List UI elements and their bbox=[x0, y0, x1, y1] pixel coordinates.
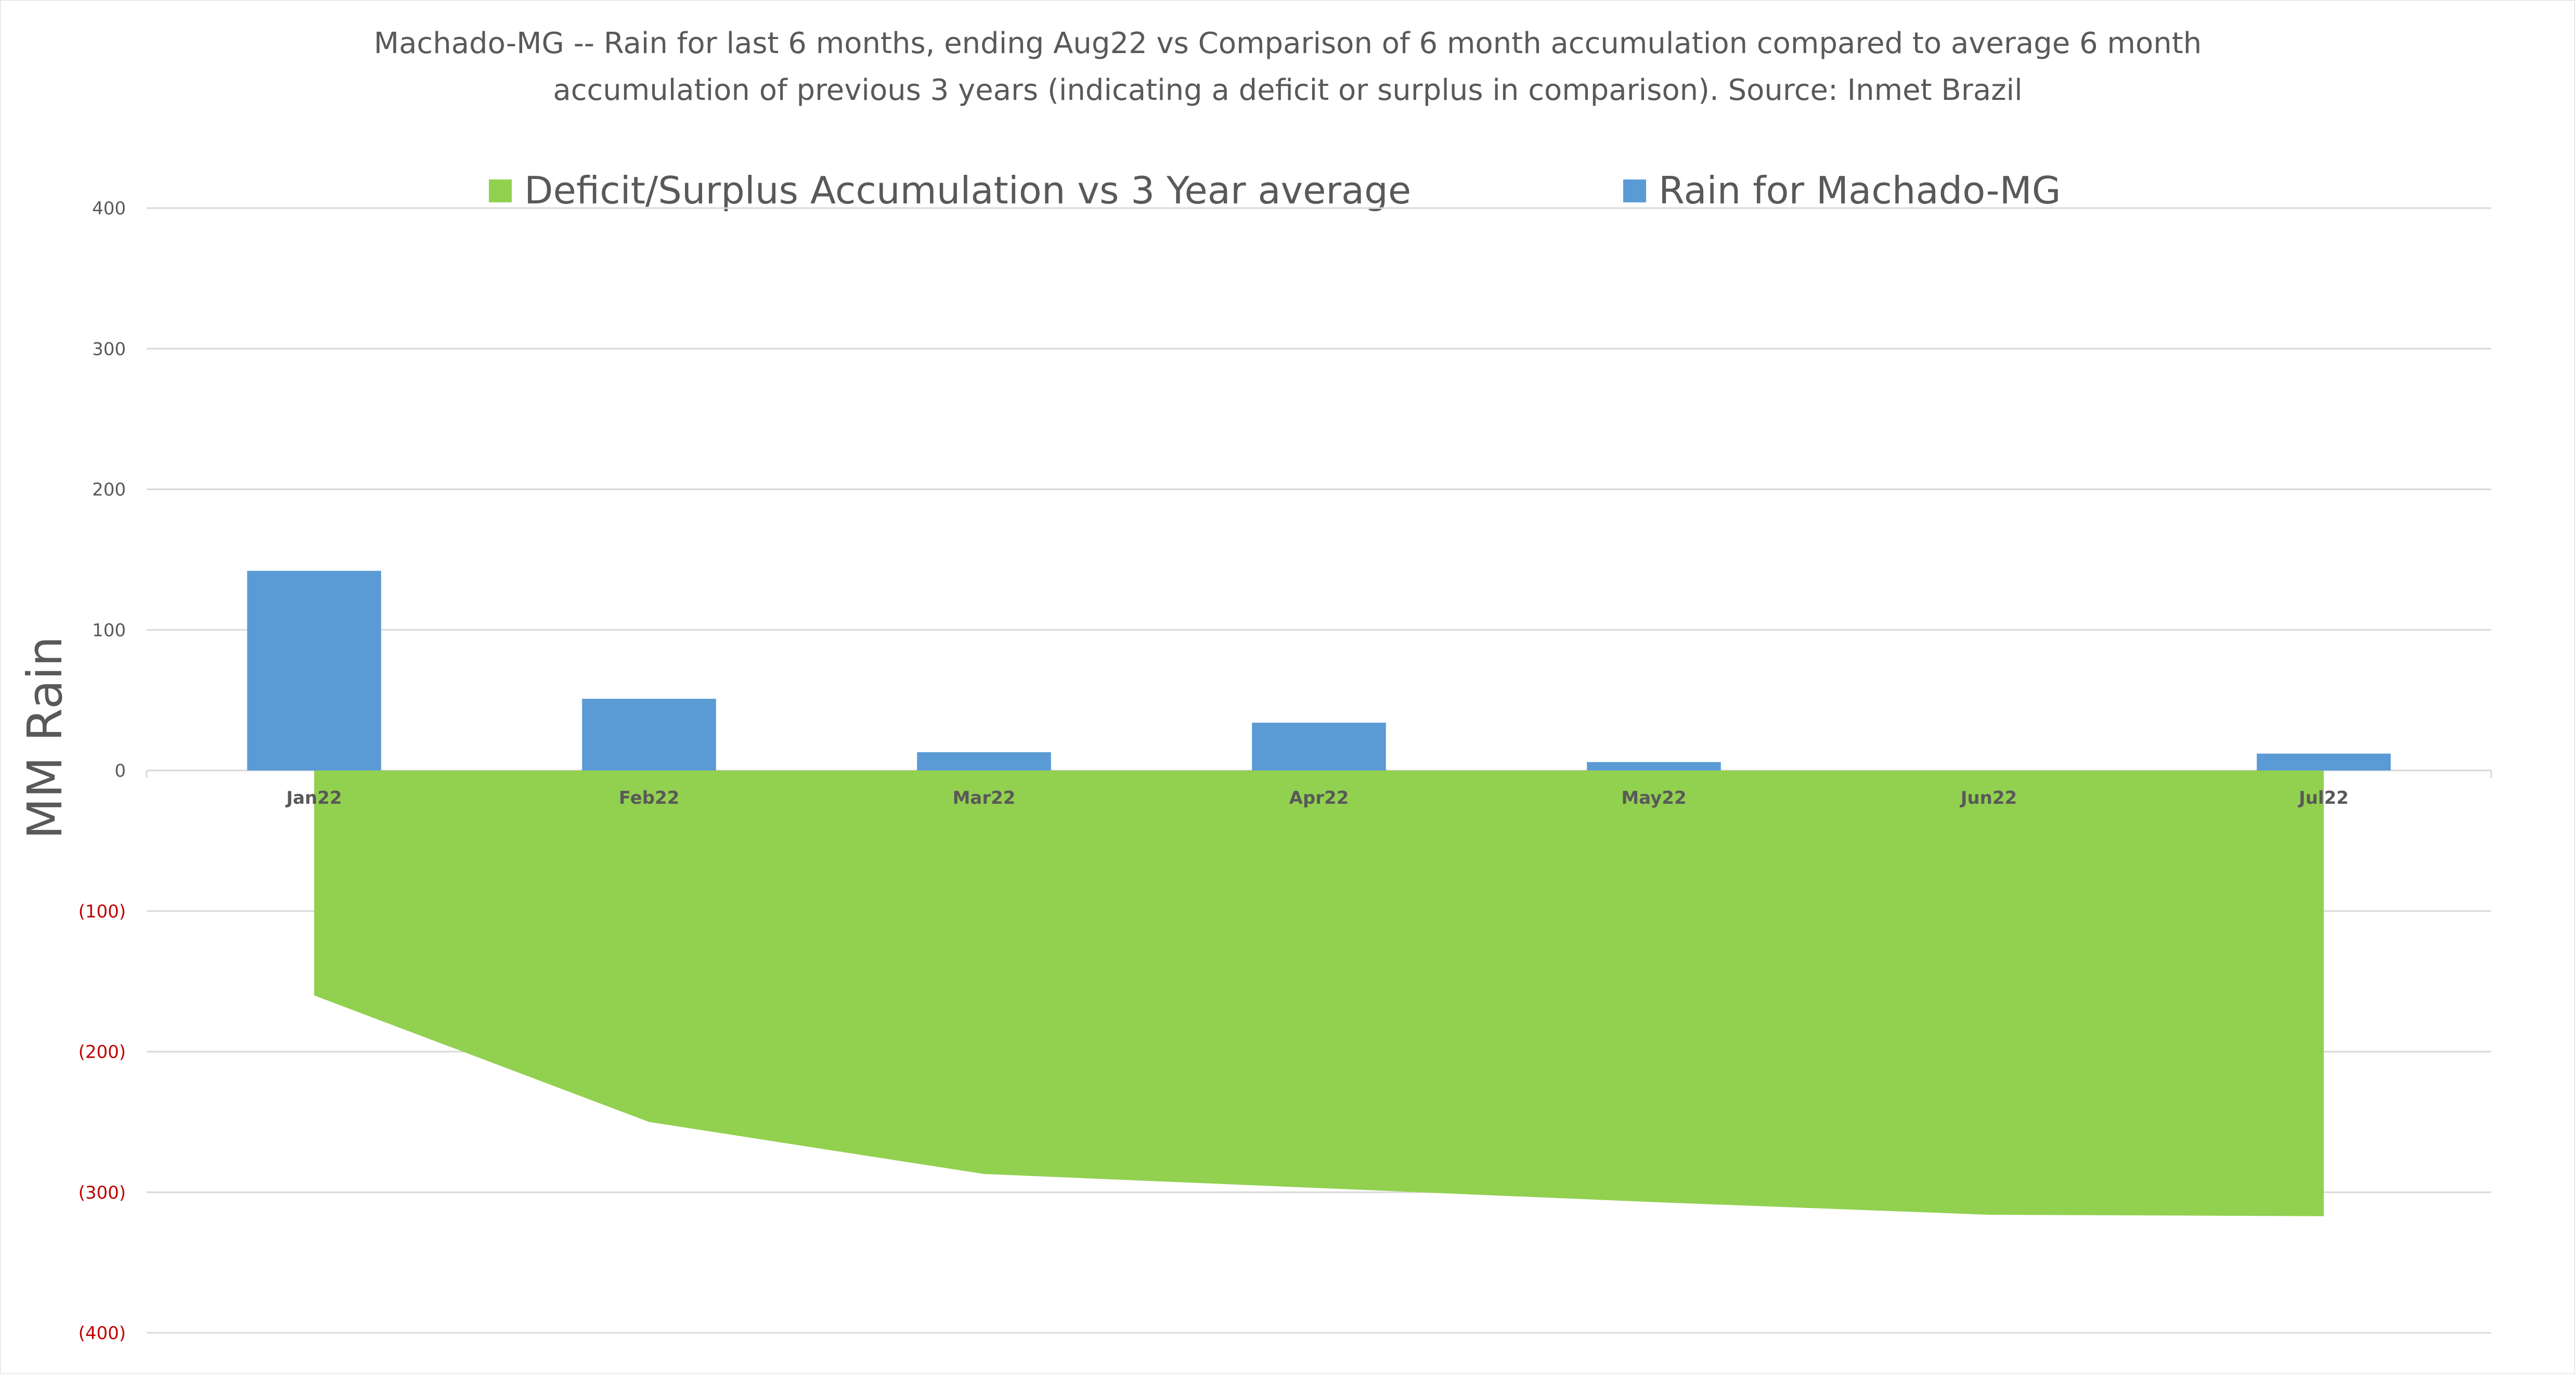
x-tick-label-Apr22: Apr22 bbox=[1289, 788, 1349, 808]
bar-Jul22 bbox=[2257, 753, 2391, 770]
title-line-2: accumulation of previous 3 years (indica… bbox=[553, 73, 2022, 107]
chart-title: Machado-MG -- Rain for last 6 months, en… bbox=[374, 27, 2202, 107]
y-tick-label-2: 200 bbox=[92, 480, 126, 500]
x-tick-label-Jun22: Jun22 bbox=[1960, 788, 2017, 808]
y-tick-label-0: 400 bbox=[92, 198, 126, 219]
y-axis-label: MM Rain bbox=[17, 636, 73, 839]
bar-Jan22 bbox=[247, 571, 381, 770]
title-line-1: Machado-MG -- Rain for last 6 months, en… bbox=[374, 27, 2202, 60]
bar-Apr22 bbox=[1252, 723, 1386, 770]
legend: Deficit/Surplus Accumulation vs 3 Year a… bbox=[489, 169, 2061, 212]
legend-swatch-deficit bbox=[489, 179, 512, 202]
y-tick-label-4: 0 bbox=[114, 761, 126, 781]
y-tick-label-8: (400) bbox=[79, 1323, 126, 1344]
y-tick-label-6: (200) bbox=[79, 1042, 126, 1063]
x-tick-label-Jul22: Jul22 bbox=[2298, 788, 2349, 808]
legend-label-deficit: Deficit/Surplus Accumulation vs 3 Year a… bbox=[524, 169, 1411, 212]
x-tick-label-Feb22: Feb22 bbox=[619, 788, 680, 808]
area-deficit-surplus bbox=[314, 770, 2324, 1216]
rain-bars bbox=[247, 571, 2391, 770]
y-tick-label-1: 300 bbox=[92, 339, 126, 359]
bar-Feb22 bbox=[582, 699, 716, 770]
y-tick-label-5: (100) bbox=[79, 901, 126, 922]
bar-Mar22 bbox=[917, 752, 1051, 770]
bar-May22 bbox=[1587, 762, 1721, 770]
y-tick-label-7: (300) bbox=[79, 1183, 126, 1203]
x-tick-label-Jan22: Jan22 bbox=[285, 788, 342, 808]
x-axis-ticks: Jan22 Feb22 Mar22 Apr22 May22 Jun22 Jul22 bbox=[285, 788, 2348, 808]
y-axis-ticks: 400 300 200 100 0 (100) (200) (300) (400) bbox=[79, 198, 126, 1344]
x-tick-label-May22: May22 bbox=[1621, 788, 1686, 808]
legend-label-rain: Rain for Machado-MG bbox=[1659, 169, 2061, 212]
x-tick-label-Mar22: Mar22 bbox=[953, 788, 1016, 808]
deficit-area bbox=[314, 770, 2324, 1216]
y-tick-label-3: 100 bbox=[92, 620, 126, 641]
legend-swatch-rain bbox=[1623, 179, 1646, 202]
